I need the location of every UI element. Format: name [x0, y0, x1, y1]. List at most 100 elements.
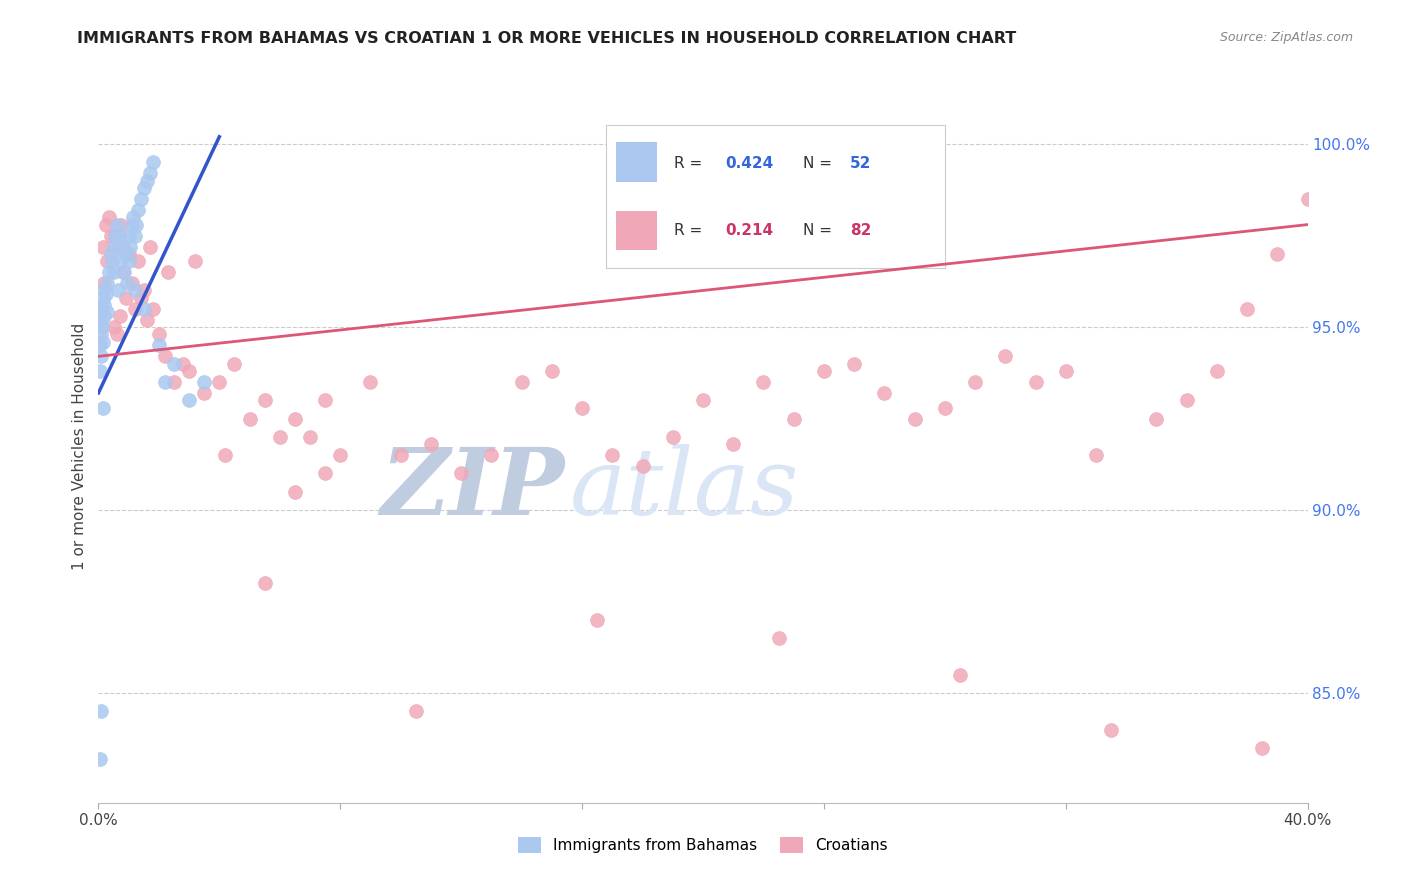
Point	[96, 276, 118, 290]
Y-axis label: 1 or more Vehicles in Household: 1 or more Vehicles in Household	[72, 322, 87, 570]
Point	[284, 411, 307, 425]
Point	[389, 448, 412, 462]
Point	[179, 393, 201, 408]
Point	[104, 228, 127, 243]
Point	[91, 291, 114, 305]
Point	[89, 752, 111, 766]
Point	[481, 448, 503, 462]
Text: atlas: atlas	[569, 444, 800, 533]
Point	[90, 349, 112, 363]
Point	[90, 301, 112, 316]
Point	[214, 448, 236, 462]
Point	[121, 276, 143, 290]
Point	[1054, 364, 1077, 378]
Point	[571, 401, 593, 415]
Point	[110, 218, 132, 232]
Point	[314, 467, 336, 481]
Point	[153, 375, 176, 389]
Point	[239, 411, 262, 425]
Point	[132, 284, 155, 298]
Point	[103, 239, 125, 253]
Point	[965, 375, 987, 389]
Point	[94, 218, 117, 232]
Point	[184, 254, 207, 268]
Legend: Immigrants from Bahamas, Croatians: Immigrants from Bahamas, Croatians	[512, 831, 894, 859]
Point	[420, 437, 443, 451]
Point	[100, 247, 122, 261]
Point	[450, 467, 472, 481]
Point	[127, 254, 149, 268]
Point	[692, 393, 714, 408]
Point	[91, 401, 114, 415]
Point	[163, 375, 186, 389]
Point	[1085, 448, 1108, 462]
Point	[602, 448, 624, 462]
Point	[163, 357, 186, 371]
Point	[813, 364, 835, 378]
Point	[949, 667, 972, 681]
Point	[110, 254, 132, 268]
Point	[1175, 393, 1198, 408]
Point	[91, 239, 114, 253]
Point	[129, 192, 152, 206]
Point	[208, 375, 231, 389]
Point	[873, 386, 896, 401]
Point	[299, 430, 322, 444]
Point	[405, 704, 427, 718]
Point	[723, 437, 745, 451]
Point	[1267, 247, 1289, 261]
Point	[90, 327, 112, 342]
Point	[104, 228, 127, 243]
Text: Source: ZipAtlas.com: Source: ZipAtlas.com	[1219, 31, 1353, 45]
Point	[93, 309, 115, 323]
Point	[172, 357, 194, 371]
Point	[153, 349, 176, 363]
Point	[1146, 411, 1168, 425]
Point	[108, 228, 131, 243]
Point	[93, 298, 115, 312]
Point	[129, 291, 152, 305]
Point	[111, 239, 134, 253]
Point	[1296, 192, 1319, 206]
Point	[1099, 723, 1122, 737]
Point	[586, 613, 609, 627]
Point	[783, 411, 806, 425]
Point	[360, 375, 382, 389]
Point	[101, 254, 124, 268]
Point	[179, 364, 201, 378]
Point	[224, 357, 246, 371]
Point	[142, 301, 165, 316]
Point	[93, 276, 115, 290]
Point	[132, 181, 155, 195]
Point	[752, 375, 775, 389]
Point	[89, 338, 111, 352]
Point	[96, 305, 118, 319]
Point	[1206, 364, 1229, 378]
Point	[89, 364, 111, 378]
Point	[1236, 301, 1258, 316]
Point	[105, 327, 128, 342]
Point	[314, 393, 336, 408]
Point	[142, 155, 165, 169]
Point	[96, 254, 118, 268]
Point	[139, 239, 162, 253]
Point	[107, 239, 129, 253]
Point	[148, 338, 170, 352]
Point	[120, 239, 142, 253]
Point	[193, 386, 215, 401]
Point	[124, 301, 146, 316]
Point	[108, 309, 131, 323]
Point	[100, 228, 122, 243]
Point	[253, 576, 276, 591]
Point	[103, 320, 125, 334]
Point	[148, 327, 170, 342]
Point	[93, 284, 115, 298]
Point	[90, 301, 112, 316]
Point	[112, 265, 135, 279]
Point	[118, 228, 141, 243]
Point	[135, 174, 157, 188]
Point	[139, 166, 162, 180]
Point	[91, 320, 114, 334]
Point	[124, 284, 146, 298]
Point	[90, 312, 112, 326]
